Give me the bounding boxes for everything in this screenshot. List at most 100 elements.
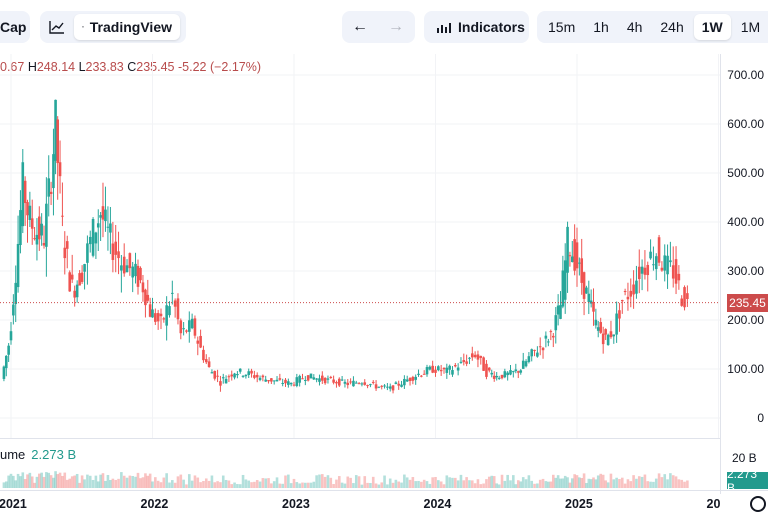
- volume-bar: [492, 476, 496, 488]
- candle-body: [2, 366, 6, 379]
- volume-bar: [674, 476, 678, 488]
- volume-bar: [173, 482, 177, 488]
- candle-body: [524, 361, 528, 367]
- volume-bar: [309, 482, 313, 488]
- candle-body: [295, 377, 299, 386]
- volume-bar: [541, 478, 545, 488]
- volume-bar: [52, 477, 55, 488]
- candle-body: [618, 310, 621, 319]
- timeframe-4h[interactable]: 4h: [626, 19, 643, 35]
- timeframe-1w[interactable]: 1W: [693, 14, 731, 40]
- candle-body: [165, 305, 168, 326]
- volume-bar: [456, 480, 460, 488]
- volume-bar: [629, 481, 633, 488]
- high-key: H: [27, 60, 37, 74]
- volume-bar: [12, 475, 15, 488]
- volume-bar: [196, 477, 200, 488]
- candle-body: [224, 378, 228, 384]
- candle-body: [459, 361, 463, 363]
- candle-body: [468, 357, 471, 359]
- volume-bar: [287, 474, 290, 488]
- volume-bar: [171, 480, 174, 488]
- candle-body: [405, 379, 409, 382]
- volume-bar: [587, 478, 591, 488]
- candle-body: [578, 262, 581, 264]
- volume-bar: [146, 475, 150, 488]
- cap-button[interactable]: Cap: [0, 19, 27, 35]
- volume-bar: [487, 476, 491, 488]
- volume-bar: [16, 473, 20, 488]
- candle-body: [652, 264, 655, 266]
- candle-body: [580, 258, 584, 283]
- volume-bar: [623, 483, 627, 488]
- candle-body: [623, 291, 627, 293]
- volume-bar: [652, 481, 655, 488]
- volume-bar: [459, 474, 463, 488]
- price-axis[interactable]: 700.00 600.00 500.00 400.00 300.00 200.00 100.…: [720, 54, 768, 494]
- volume-bar: [272, 481, 276, 488]
- time-axis-tick: 20: [706, 497, 721, 511]
- timeframe-1m[interactable]: 1M: [740, 19, 761, 35]
- timeframe-24h[interactable]: 24h: [660, 19, 684, 35]
- candle-body: [68, 272, 72, 292]
- indicators-button[interactable]: Indicators: [424, 14, 533, 40]
- candle-body: [182, 328, 185, 330]
- candle-body: [63, 247, 67, 259]
- undo-button[interactable]: ←: [342, 14, 378, 40]
- candle-body: [414, 376, 417, 380]
- candle-body: [122, 256, 126, 274]
- candle-body: [202, 349, 205, 361]
- candle-body: [56, 119, 59, 164]
- candle-body: [686, 293, 689, 300]
- candle-body: [159, 313, 163, 317]
- volume-bar: [485, 479, 488, 488]
- candle-body: [156, 313, 160, 322]
- timeframe-15m[interactable]: 15m: [548, 19, 576, 35]
- volume-bar: [40, 472, 43, 488]
- time-axis-border: [0, 490, 768, 491]
- candle-body: [352, 380, 355, 387]
- settings-icon[interactable]: [750, 496, 766, 512]
- timeframe-1h[interactable]: 1h: [593, 19, 609, 35]
- line-chart-button[interactable]: [40, 14, 74, 40]
- indicators-pill[interactable]: Indicators: [424, 11, 529, 43]
- candle-body: [439, 369, 443, 372]
- candle-body: [52, 154, 55, 189]
- candle-body: [139, 267, 142, 281]
- candle-body: [383, 385, 386, 387]
- candle-body: [187, 320, 191, 332]
- candle-body: [131, 266, 134, 278]
- candle-body: [321, 375, 324, 381]
- candle-body: [104, 209, 107, 222]
- candle-body: [128, 253, 132, 269]
- candle-body: [284, 379, 287, 384]
- volume-bar: [439, 481, 443, 488]
- candle-body: [594, 319, 598, 326]
- volume-bar: [383, 475, 386, 488]
- volume-bar: [391, 482, 395, 488]
- volume-bar: [470, 480, 474, 488]
- market-cap-pill[interactable]: Cap: [0, 11, 30, 43]
- price-axis-tick: 100.00: [727, 362, 764, 376]
- candle-body: [629, 290, 633, 297]
- candle-body: [238, 368, 242, 372]
- volume-bar: [451, 477, 454, 488]
- volume-bar: [267, 478, 270, 488]
- volume-bar: [151, 481, 154, 488]
- candle-body: [7, 345, 10, 355]
- candle-body: [207, 361, 211, 368]
- redo-button[interactable]: →: [378, 14, 414, 40]
- candle-body: [637, 266, 641, 280]
- volume-bar: [556, 475, 560, 488]
- price-chart[interactable]: [0, 54, 720, 438]
- volume-bar: [594, 479, 598, 488]
- tradingview-button[interactable]: TradingView: [74, 14, 180, 40]
- volume-bar: [139, 478, 142, 488]
- volume-chart: [2, 471, 689, 488]
- candle-body: [411, 376, 415, 381]
- volume-bar: [349, 477, 352, 488]
- candle-body: [312, 377, 316, 380]
- candle-body: [73, 290, 76, 298]
- high-value: 248.14: [36, 60, 76, 74]
- volume-bar: [65, 479, 69, 488]
